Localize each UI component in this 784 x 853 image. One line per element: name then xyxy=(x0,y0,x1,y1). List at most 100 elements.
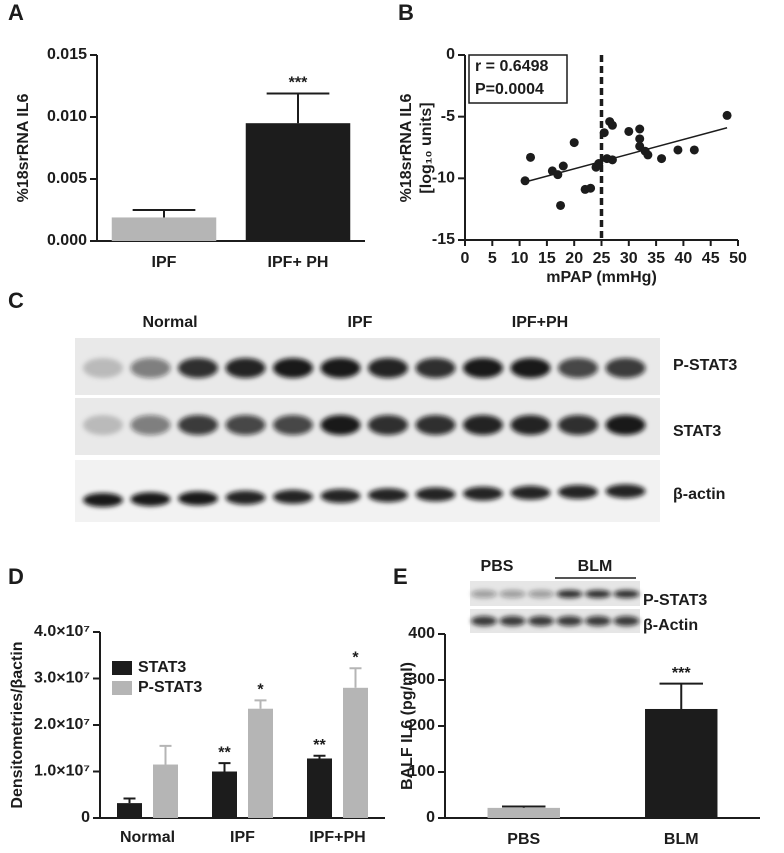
blot-band xyxy=(130,492,171,507)
blot-band xyxy=(273,489,313,504)
blot-band xyxy=(556,590,583,598)
x-tick-label: 5 xyxy=(488,250,497,267)
blot-band xyxy=(510,485,551,500)
blot-band xyxy=(178,415,218,435)
blot-band xyxy=(605,484,646,499)
point xyxy=(526,152,536,162)
point xyxy=(599,128,609,138)
point xyxy=(556,200,566,210)
blot-band xyxy=(320,489,361,503)
blot-band xyxy=(273,415,313,435)
panel-letter: D xyxy=(8,564,24,589)
y-tick-label: 200 xyxy=(408,717,435,734)
blot-band xyxy=(415,415,456,435)
point xyxy=(722,110,732,120)
bar xyxy=(153,764,178,818)
blot-band xyxy=(558,358,598,378)
blot-band xyxy=(499,616,526,626)
blot-band xyxy=(613,590,640,598)
error-bar xyxy=(218,762,231,772)
error-bar xyxy=(132,209,196,218)
blot-band xyxy=(528,616,554,626)
y-tick-label: 2.0×10⁷ xyxy=(34,716,90,733)
x-tick-label: IPF xyxy=(230,829,255,846)
point xyxy=(607,120,617,130)
blot-band xyxy=(320,358,361,378)
point xyxy=(673,145,683,155)
blot-band xyxy=(368,488,408,503)
x-tick-label: 0 xyxy=(461,250,470,267)
blot-strip xyxy=(470,609,640,633)
y-tick-label: 0.010 xyxy=(47,108,87,125)
y-tick-label: 4.0×10⁷ xyxy=(34,623,90,640)
x-tick-label: 35 xyxy=(647,250,665,267)
blot-band xyxy=(320,415,361,435)
point xyxy=(635,124,645,134)
point xyxy=(586,183,596,193)
blot-band xyxy=(558,415,598,435)
blot-bands xyxy=(83,358,646,507)
y-tick-label: 0 xyxy=(81,809,90,826)
error-bar xyxy=(502,805,546,808)
x-tick-label: 10 xyxy=(511,250,529,267)
significance: *** xyxy=(289,75,308,92)
x-axis-label: mPAP (mmHg) xyxy=(546,269,657,286)
blot-bands xyxy=(471,590,640,626)
error-bar xyxy=(313,754,326,759)
blot-band xyxy=(510,415,551,435)
stats-text: P=0.0004 xyxy=(475,81,544,98)
blot-strip xyxy=(470,581,640,606)
blot-group: IPF+PH xyxy=(512,314,568,331)
blot-band xyxy=(613,616,640,626)
blot-band xyxy=(225,490,266,505)
point xyxy=(553,170,563,180)
blot-band xyxy=(368,358,408,378)
bar xyxy=(248,708,273,818)
x-tick-label: 25 xyxy=(593,250,611,267)
y-axis-label: %18srRNA IL6 xyxy=(15,94,32,203)
x-tick-label: 50 xyxy=(729,250,747,267)
significance: *** xyxy=(672,665,691,682)
point xyxy=(607,155,617,165)
bar xyxy=(645,708,718,818)
x-tick-label: 45 xyxy=(702,250,720,267)
point xyxy=(558,161,568,171)
point xyxy=(657,154,667,164)
y-axis-label: %18srRNA IL6 xyxy=(398,94,415,203)
x-tick-label: 15 xyxy=(538,250,556,267)
x-tick-label: IPF+PH xyxy=(309,829,365,846)
blot-band xyxy=(605,415,646,435)
x-tick-label: PBS xyxy=(507,831,540,848)
bar xyxy=(307,758,332,818)
bar xyxy=(487,807,560,818)
blot-band xyxy=(585,590,611,598)
y-axis-label: BALF IL6 (pg/ml) xyxy=(399,662,416,790)
x-tick-label: IPF xyxy=(152,254,177,271)
y-tick-label: -15 xyxy=(432,231,455,248)
blot-band xyxy=(368,415,408,435)
blot-band xyxy=(471,616,497,626)
legend-label: STAT3 xyxy=(138,659,186,676)
x-tick-label: 30 xyxy=(620,250,638,267)
blot-band xyxy=(510,358,551,378)
point xyxy=(635,134,645,144)
blot-band xyxy=(605,358,646,378)
point xyxy=(594,159,604,169)
blot-band xyxy=(225,358,266,378)
y-tick-label: 1.0×10⁷ xyxy=(34,763,90,780)
x-tick-label: Normal xyxy=(120,829,175,846)
blot-row-label: STAT3 xyxy=(673,423,721,440)
significance: * xyxy=(352,649,359,666)
error-bar xyxy=(266,92,330,124)
blot-band xyxy=(556,616,583,626)
y-tick-label: 0 xyxy=(446,46,455,63)
blot-row-label: P-STAT3 xyxy=(673,357,737,374)
error-bar xyxy=(123,797,136,804)
y-tick-label: 0.015 xyxy=(47,46,87,63)
point xyxy=(643,150,653,160)
point xyxy=(569,138,579,148)
legend-swatch xyxy=(112,661,132,675)
x-tick-label: BLM xyxy=(664,831,699,848)
inset-group: BLM xyxy=(578,558,613,575)
